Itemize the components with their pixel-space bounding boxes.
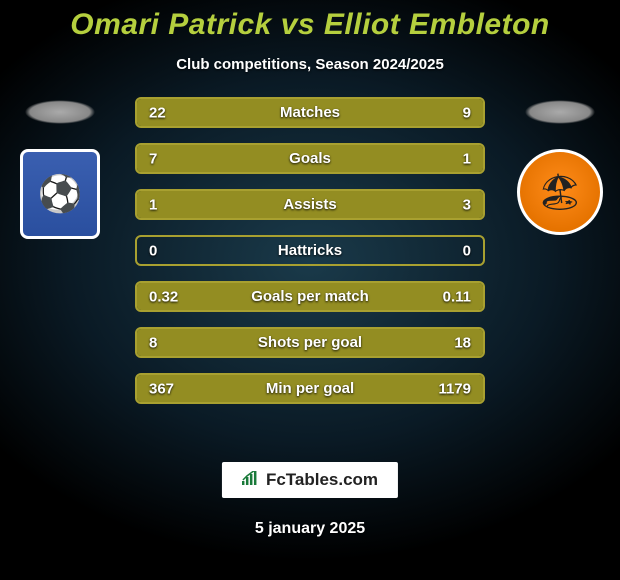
brand-logo-icon	[242, 471, 260, 490]
snapshot-date: 5 january 2025	[255, 520, 365, 538]
stat-rows: 22 9 Matches 7 1 Goals 1 3 Assists 0 0 Hattricks 0.3…	[135, 95, 485, 404]
stat-row: 7 1 Goals	[135, 143, 485, 174]
stat-value-left: 0	[149, 242, 157, 259]
stat-value-right: 1179	[438, 380, 471, 397]
player-silhouette-left	[10, 95, 110, 129]
stat-label: Goals	[289, 150, 331, 167]
stat-value-right: 0.11	[443, 288, 471, 305]
brand-text: FcTables.com	[266, 470, 378, 490]
stat-value-right: 18	[454, 334, 471, 351]
page-title: Omari Patrick vs Elliot Embleton	[70, 8, 549, 42]
stat-row: 0 0 Hattricks	[135, 235, 485, 266]
stat-row: 8 18 Shots per goal	[135, 327, 485, 358]
comparison-card: Omari Patrick vs Elliot Embleton Club co…	[0, 0, 620, 580]
comparison-body: ⚽ 🏖 22 9 Matches 7 1 Goals 1 3 Assists 0 0 Hattrick…	[0, 95, 620, 580]
stat-value-left: 1	[149, 196, 157, 213]
right-player-block: 🏖	[500, 95, 620, 235]
stat-value-right: 3	[463, 196, 471, 213]
stat-row: 367 1179 Min per goal	[135, 373, 485, 404]
stat-value-right: 1	[463, 150, 471, 167]
stat-bar-left	[137, 99, 383, 126]
player-silhouette-right	[510, 95, 610, 129]
stat-label: Hattricks	[278, 242, 342, 259]
stat-label: Assists	[283, 196, 336, 213]
stat-value-left: 0.32	[149, 288, 178, 305]
left-player-block: ⚽	[0, 95, 120, 239]
stat-row: 1 3 Assists	[135, 189, 485, 220]
stat-value-right: 0	[463, 242, 471, 259]
stat-value-left: 8	[149, 334, 157, 351]
brand-badge[interactable]: FcTables.com	[222, 462, 398, 498]
stat-row: 22 9 Matches	[135, 97, 485, 128]
blackpool-crest: 🏖	[517, 149, 603, 235]
stat-label: Shots per goal	[258, 334, 362, 351]
stat-value-left: 7	[149, 150, 157, 167]
stat-value-left: 22	[149, 104, 166, 121]
stat-label: Goals per match	[251, 288, 369, 305]
stat-label: Min per goal	[266, 380, 354, 397]
subtitle: Club competitions, Season 2024/2025	[176, 56, 444, 73]
stat-value-right: 9	[463, 104, 471, 121]
stat-bar-right	[224, 191, 484, 218]
stat-label: Matches	[280, 104, 340, 121]
stat-value-left: 367	[149, 380, 174, 397]
tranmere-crest: ⚽	[20, 149, 100, 239]
stat-row: 0.32 0.11 Goals per match	[135, 281, 485, 312]
